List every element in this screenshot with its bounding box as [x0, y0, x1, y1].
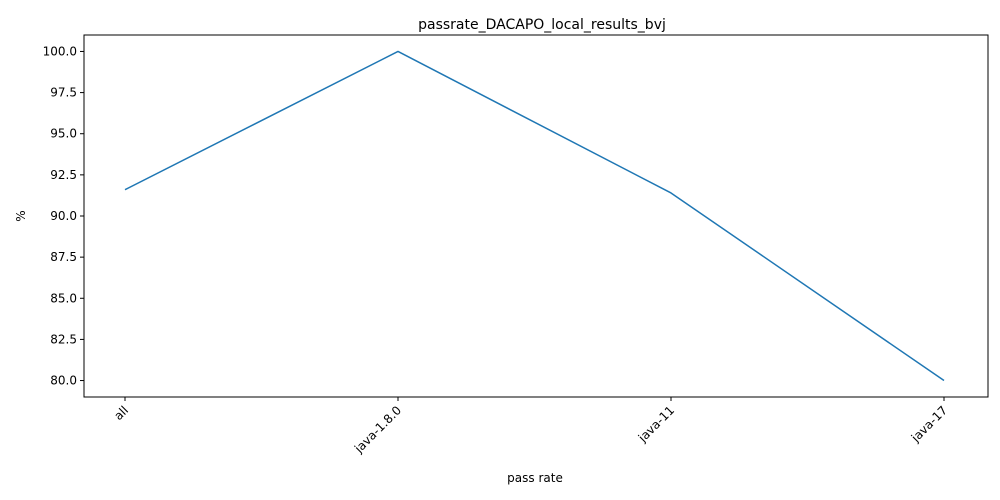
- series-line: [124, 50, 945, 382]
- chart-title: passrate_DACAPO_local_results_bvj: [418, 17, 666, 33]
- x-axis: all java-1.8.0 java-11 java-17: [111, 397, 950, 456]
- y-tick-label: 100.0: [43, 44, 77, 58]
- x-tick-label: java-17: [908, 403, 950, 445]
- y-tick-label: 87.5: [50, 250, 77, 264]
- x-tick-label: java-1.8.0: [351, 403, 404, 456]
- x-tick-label: all: [111, 403, 131, 423]
- plot-area: [83, 34, 989, 398]
- y-tick-label: 80.0: [50, 374, 77, 388]
- x-axis-label: pass rate: [507, 471, 563, 485]
- series-layer: [124, 50, 945, 382]
- y-tick-label: 92.5: [50, 168, 77, 182]
- y-tick-label: 97.5: [50, 86, 77, 100]
- y-axis-label: %: [14, 210, 28, 221]
- x-tick-label: java-11: [635, 403, 677, 445]
- y-tick-label: 85.0: [50, 291, 77, 305]
- y-tick-label: 82.5: [50, 332, 77, 346]
- y-tick-label: 90.0: [50, 209, 77, 223]
- y-tick-label: 95.0: [50, 127, 77, 141]
- y-axis: 80.0 82.5 85.0 87.5 90.0 92.5 95.0 97.5 100.0: [43, 44, 84, 388]
